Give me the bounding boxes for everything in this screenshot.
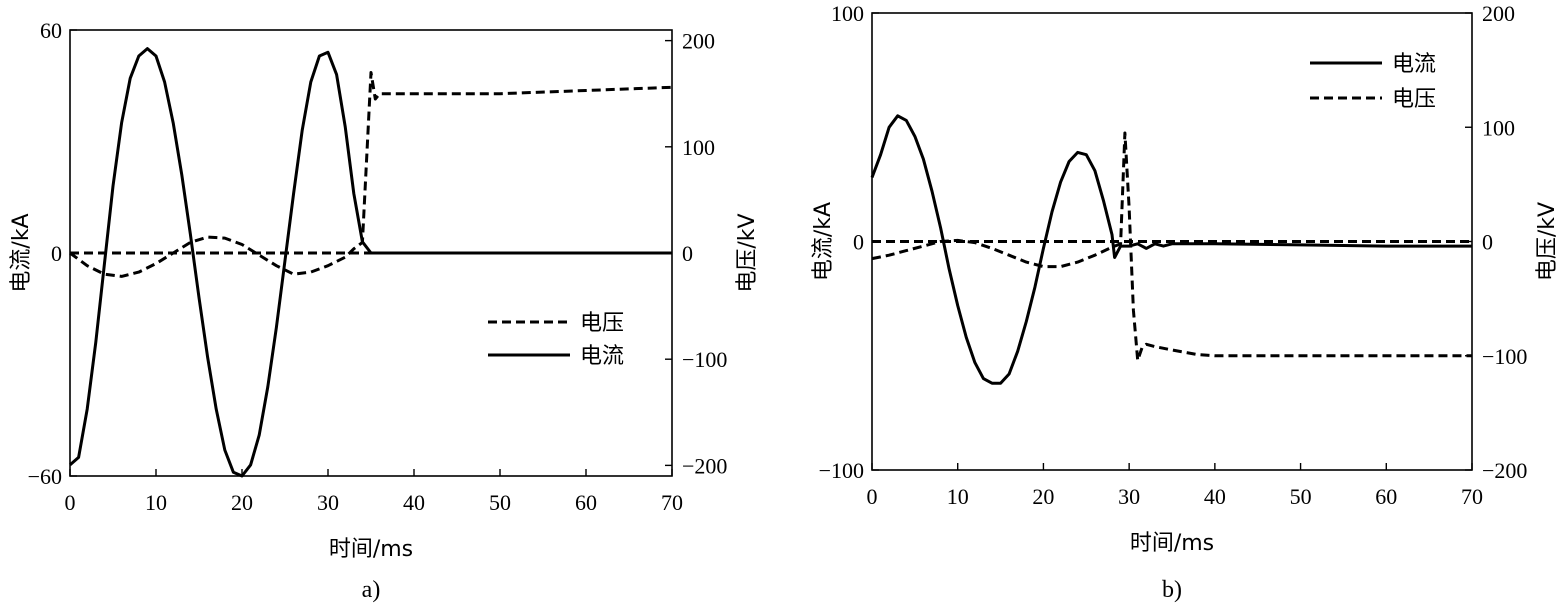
y-left-tick-label: 60 — [40, 18, 62, 43]
y-left-axis-label: 电流/kA — [9, 213, 34, 292]
x-tick-label: 20 — [1032, 484, 1054, 509]
current-series-line — [870, 114, 1472, 385]
x-tick-label: 70 — [1461, 484, 1483, 509]
x-tick-label: 10 — [947, 484, 969, 509]
voltage-series-line — [69, 71, 673, 278]
legend-label: 电压 — [580, 311, 624, 336]
y-right-axis-label: 电压/kV — [1535, 202, 1560, 281]
y-right-tick-label: 200 — [1482, 1, 1515, 26]
x-tick-label: 70 — [661, 490, 683, 515]
chart-panel-a: 0 10 20 30 40 50 60 70−60060−200−1000100200时间/m… — [9, 18, 760, 603]
chart-panel-b: 0 10 20 30 40 50 60 70−1000100−200−1000100200时间… — [811, 1, 1560, 603]
x-tick-label: 30 — [317, 490, 339, 515]
y-right-tick-label: 0 — [1482, 230, 1493, 255]
x-axis-label: 时间/ms — [329, 537, 413, 562]
voltage-series-line — [871, 131, 1472, 362]
x-tick-label: 20 — [231, 490, 253, 515]
x-tick-label: 0 — [65, 490, 76, 515]
y-left-tick-label: 0 — [853, 230, 864, 255]
y-right-tick-label: 100 — [682, 135, 715, 160]
y-right-axis-label: 电压/kV — [735, 213, 760, 292]
current-series-line — [69, 47, 672, 478]
legend-label: 电压 — [1392, 87, 1436, 112]
y-right-tick-label: 100 — [1482, 115, 1515, 140]
legend-label: 电流 — [1392, 52, 1436, 77]
y-right-tick-label: −200 — [682, 453, 727, 478]
y-right-tick-label: 0 — [682, 241, 693, 266]
y-right-tick-label: 200 — [682, 29, 715, 54]
x-tick-label: 10 — [145, 490, 167, 515]
y-right-tick-label: −100 — [682, 347, 727, 372]
legend-label: 电流 — [580, 344, 624, 369]
x-axis-label: 时间/ms — [1130, 531, 1214, 556]
x-tick-label: 40 — [403, 490, 425, 515]
x-tick-label: 30 — [1118, 484, 1140, 509]
x-tick-label: 60 — [575, 490, 597, 515]
x-tick-label: 50 — [489, 490, 511, 515]
y-left-axis-label: 电流/kA — [811, 202, 836, 281]
y-left-tick-label: −100 — [819, 458, 864, 483]
x-tick-label: 50 — [1290, 484, 1312, 509]
x-tick-label: 40 — [1204, 484, 1226, 509]
panel-caption: a) — [362, 577, 381, 603]
x-tick-label: 0 — [867, 484, 878, 509]
y-left-tick-label: 100 — [831, 1, 864, 26]
panel-caption: b) — [1162, 577, 1182, 603]
y-right-tick-label: −100 — [1482, 344, 1527, 369]
y-left-tick-label: −60 — [28, 464, 62, 489]
y-left-tick-label: 0 — [51, 241, 62, 266]
y-right-tick-label: −200 — [1482, 458, 1527, 483]
x-tick-label: 60 — [1375, 484, 1397, 509]
